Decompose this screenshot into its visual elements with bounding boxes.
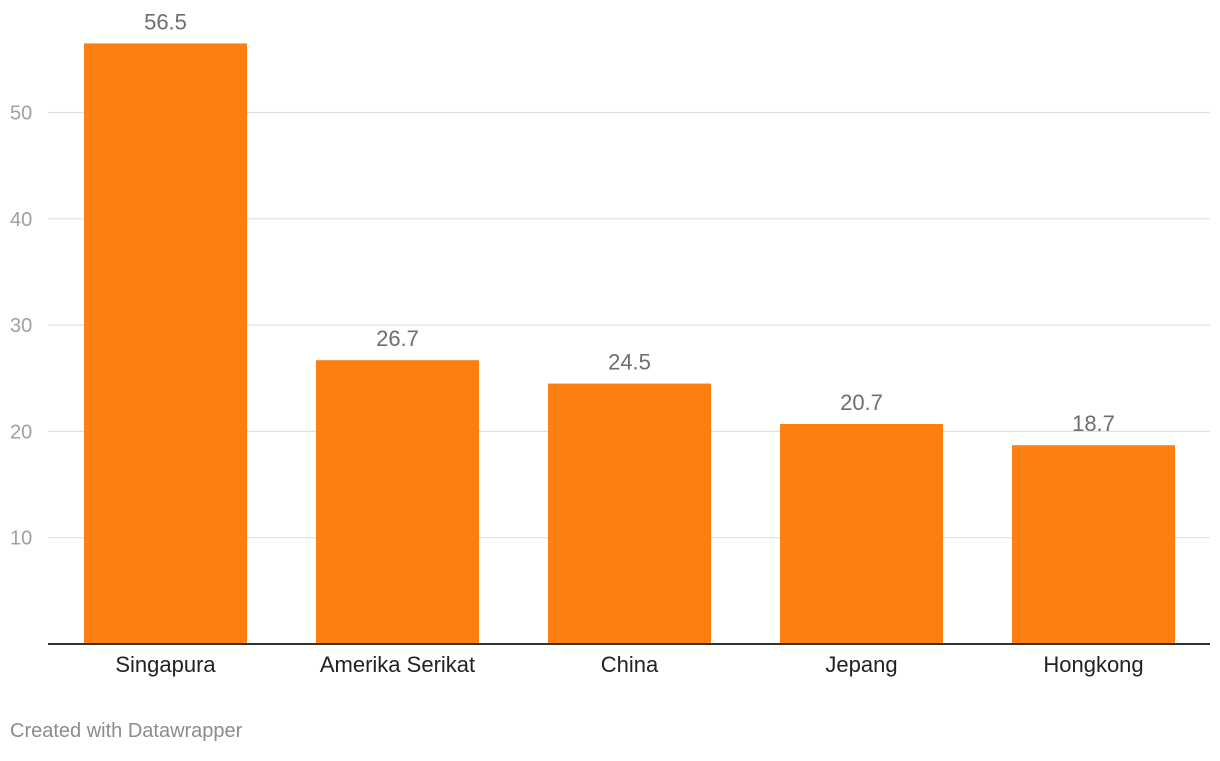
- x-tick-label: Jepang: [825, 652, 897, 677]
- x-tick-label: Singapura: [115, 652, 216, 677]
- footer-credit: Created with Datawrapper: [10, 720, 243, 742]
- y-tick-label: 50: [10, 103, 32, 125]
- bar: [780, 423, 943, 644]
- bars-layer: [48, 43, 1210, 645]
- labels-layer: 56.5 Singapura 26.7 Amerika Serikat 24.5 Chin…: [115, 9, 1143, 677]
- x-tick-label: China: [601, 652, 659, 677]
- y-tick-label: 40: [10, 209, 32, 231]
- bar: [316, 360, 479, 644]
- y-tick-label: 30: [10, 315, 32, 337]
- bar: [548, 383, 711, 644]
- y-tick-label: 20: [10, 421, 32, 443]
- bar-value-label: 56.5: [144, 9, 187, 34]
- y-tick-label: 10: [10, 528, 32, 550]
- bar-value-label: 18.7: [1072, 411, 1115, 436]
- bar-value-label: 26.7: [376, 326, 419, 351]
- bar-value-label: 20.7: [840, 390, 883, 415]
- x-tick-label: Hongkong: [1043, 652, 1143, 677]
- bar-value-label: 24.5: [608, 350, 651, 375]
- bar: [84, 43, 247, 644]
- bar: [1012, 445, 1175, 644]
- x-tick-label: Amerika Serikat: [320, 652, 475, 677]
